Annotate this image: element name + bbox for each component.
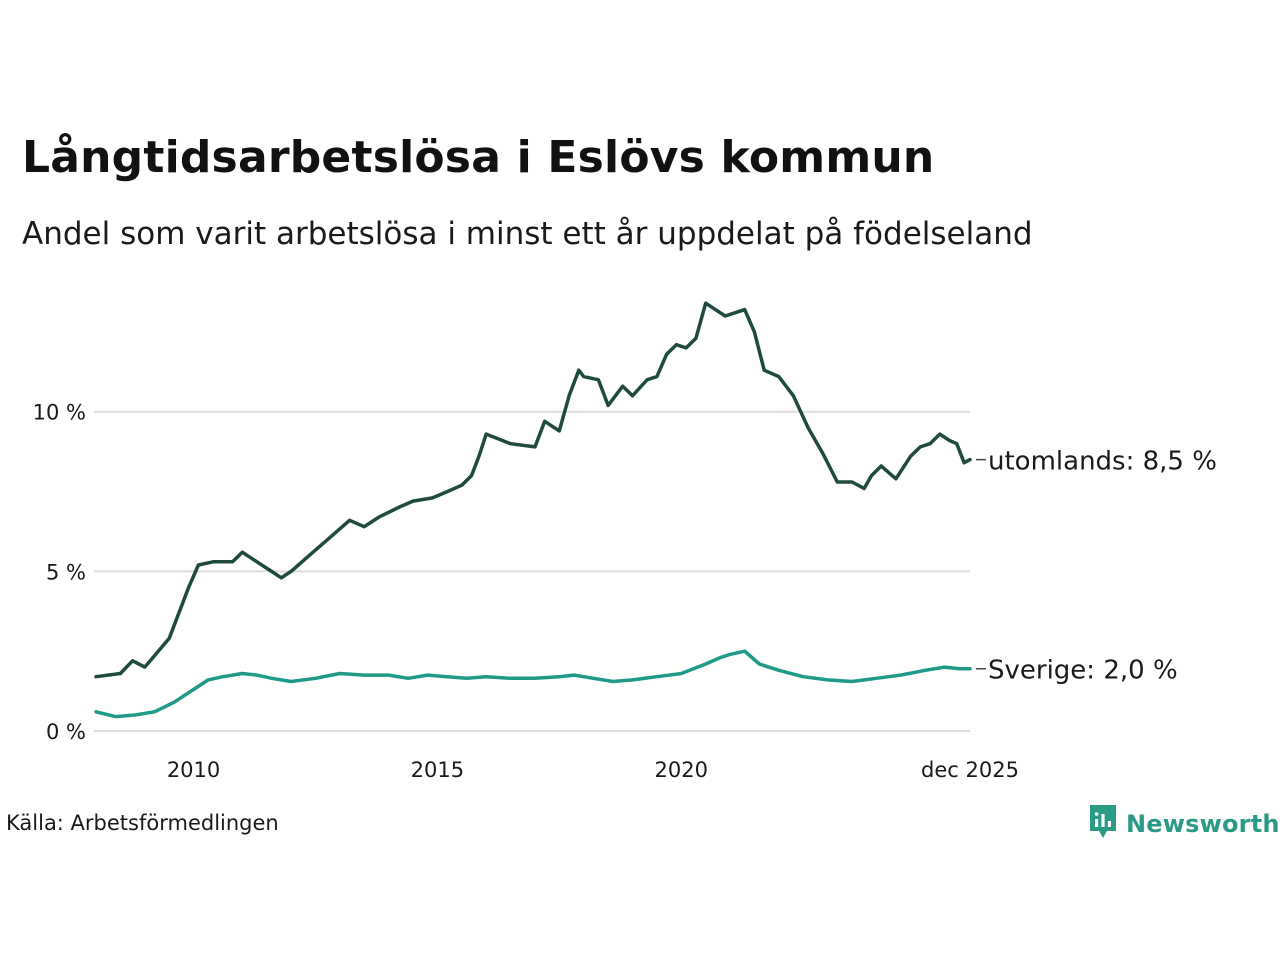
series-line-sverige: [94, 649, 972, 719]
brand-logo[interactable]: Newsworthy: [1088, 803, 1280, 845]
end-label-sverige: Sverige: 2,0 %: [988, 656, 1178, 686]
source-note: Källa: Arbetsförmedlingen: [6, 811, 279, 835]
chart-subtitle: Andel som varit arbetslösa i minst ett å…: [22, 216, 1033, 252]
x-tick-label: 2010: [167, 758, 220, 782]
x-tick-label: 2015: [411, 758, 464, 782]
newsworthy-logo-icon: [1088, 803, 1118, 845]
y-tick-label: 5 %: [46, 560, 86, 584]
brand-name: Newsworthy: [1126, 810, 1280, 838]
chart-title: Långtidsarbetslösa i Eslövs kommun: [22, 132, 935, 183]
x-tick-label: 2020: [655, 758, 708, 782]
y-tick-label: 10 %: [33, 401, 86, 425]
y-tick-label: 0 %: [46, 720, 86, 744]
end-label-utomlands: utomlands: 8,5 %: [988, 447, 1217, 477]
series-line-utomlands: [94, 301, 972, 679]
x-tick-label: dec 2025: [921, 758, 1019, 782]
